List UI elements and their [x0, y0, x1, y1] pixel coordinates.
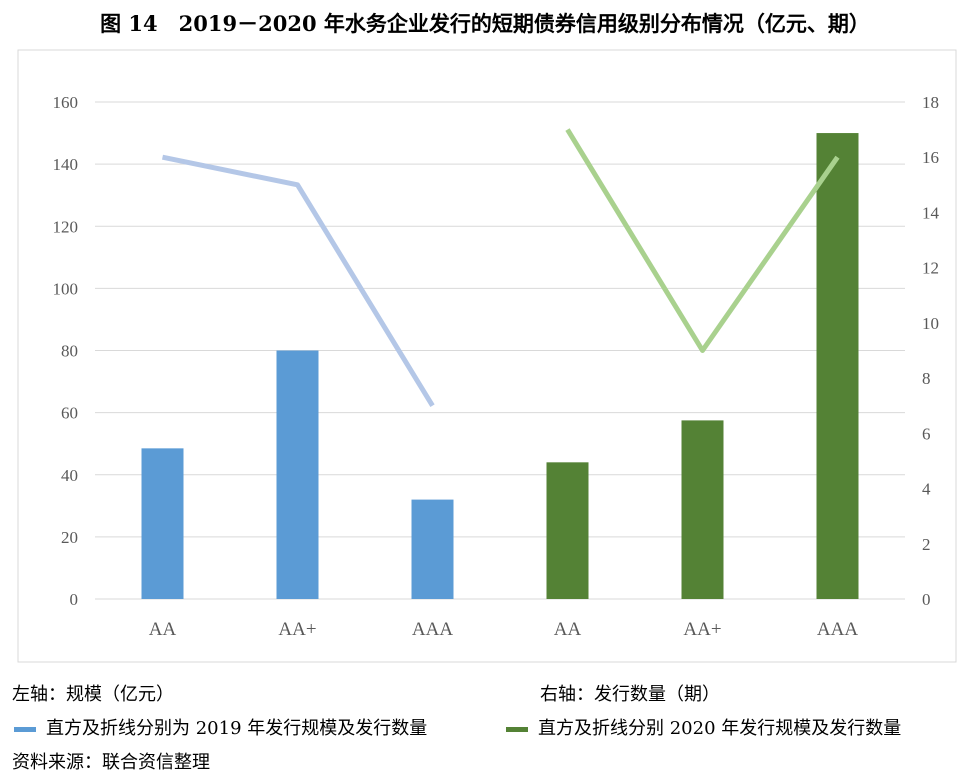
right-tick-label: 12 — [922, 259, 939, 278]
category-label: AAA — [817, 619, 858, 640]
chart-border — [17, 49, 957, 663]
right-tick-label: 0 — [922, 590, 931, 609]
left-tick-label: 120 — [53, 217, 79, 236]
category-label: AAA — [412, 619, 453, 640]
legend-swatch-2019 — [14, 726, 36, 732]
right-tick-label: 4 — [922, 480, 931, 499]
category-label: AA+ — [278, 619, 316, 640]
right-tick-label: 2 — [922, 535, 931, 554]
legend-swatch-2020 — [506, 726, 528, 732]
left-tick-label: 140 — [53, 155, 79, 174]
left-tick-label: 80 — [61, 342, 78, 361]
right-tick-label: 14 — [922, 203, 940, 222]
left-tick-label: 160 — [53, 93, 79, 112]
line-2020 — [565, 128, 840, 353]
legend-2020-text: 直方及折线分别 2020 年发行规模及发行数量 — [538, 718, 902, 739]
left-tick-label: 0 — [70, 590, 79, 609]
legend-2019-text: 直方及折线分别为 2019 年发行规模及发行数量 — [46, 718, 428, 739]
left-axis-note: 左轴：规模（亿元） — [12, 684, 174, 705]
bar-2019 — [411, 499, 454, 599]
right-tick-label: 6 — [922, 424, 931, 443]
chart-title: 图 14 2019－2020 年水务企业发行的短期债券信用级别分布情况（亿元、期… — [100, 11, 870, 36]
legend-2020: 直方及折线分别 2020 年发行规模及发行数量 — [506, 714, 901, 740]
right-tick-label: 8 — [922, 369, 931, 388]
bar-2019 — [141, 448, 184, 599]
category-label: AA — [554, 619, 582, 640]
left-tick-label: 40 — [61, 466, 78, 485]
bar-2020 — [546, 462, 589, 599]
right-tick-label: 16 — [922, 148, 939, 167]
bar-2019 — [276, 350, 319, 599]
right-axis-note: 右轴：发行数量（期） — [540, 684, 720, 705]
right-tick-label: 10 — [922, 314, 939, 333]
left-tick-label: 60 — [61, 404, 78, 423]
category-label: AA — [149, 619, 177, 640]
bar-2020 — [681, 420, 724, 599]
bar-2020 — [816, 133, 859, 599]
legend-2019: 直方及折线分别为 2019 年发行规模及发行数量 — [14, 714, 427, 740]
left-tick-label: 100 — [53, 279, 79, 298]
left-tick-label: 20 — [61, 528, 78, 547]
source-note: 资料来源：联合资信整理 — [12, 752, 210, 773]
right-tick-label: 18 — [922, 93, 939, 112]
category-label: AA+ — [683, 619, 721, 640]
